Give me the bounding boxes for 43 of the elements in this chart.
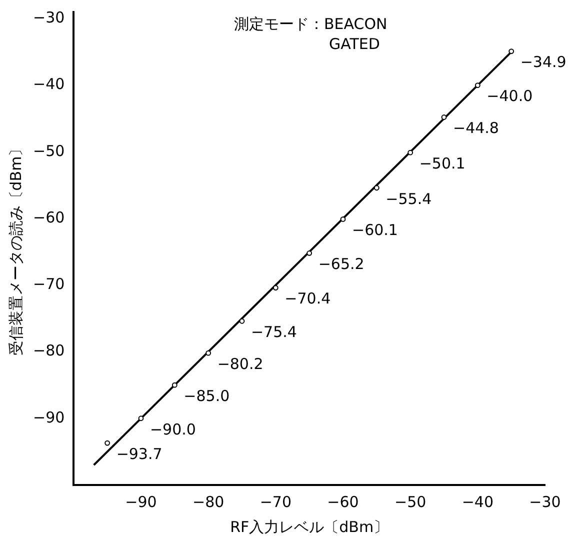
- point: [206, 350, 212, 356]
- data-label: −85.0: [184, 386, 230, 405]
- y-tick-label: −50: [33, 142, 65, 160]
- data-label: −44.8: [453, 119, 499, 138]
- data-label: −90.0: [150, 420, 196, 438]
- point: [340, 216, 346, 222]
- point: [408, 150, 414, 156]
- point: [272, 285, 278, 291]
- x-tick-label: −30: [529, 492, 561, 511]
- point: [239, 318, 245, 324]
- data-label: −75.4: [250, 323, 297, 342]
- point: [306, 250, 312, 256]
- data-label: −60.1: [352, 221, 398, 240]
- x-tick-label: −60: [327, 492, 359, 511]
- data-label: −55.4: [386, 190, 432, 208]
- x-tick-label: −40: [462, 492, 494, 511]
- annotation: 測定モード：BEACON GATED: [234, 14, 388, 54]
- point: [508, 48, 514, 54]
- data-label: −50.1: [419, 154, 466, 172]
- point: [172, 382, 178, 388]
- data-label: −93.7: [116, 444, 162, 463]
- x-axis-title: RF入力レベル〔dBm〕: [230, 518, 389, 536]
- point: [474, 82, 480, 88]
- data-label: −40.0: [486, 87, 533, 106]
- data-label: −70.4: [284, 290, 331, 308]
- y-axis-title: 受信装置メータの読み〔dBm〕: [6, 141, 25, 356]
- point: [374, 185, 380, 191]
- y-tick-label: −90: [33, 408, 65, 426]
- point: [441, 114, 447, 120]
- data-label: −34.9: [520, 53, 566, 72]
- x-tick-label: −80: [192, 492, 224, 511]
- point: [104, 440, 110, 446]
- x-tick-label: −50: [394, 492, 426, 511]
- y-tick-label: −70: [33, 275, 65, 294]
- y-tick-label: −60: [33, 208, 65, 226]
- data-label: −80.2: [217, 354, 264, 373]
- x-tick-label: −70: [260, 492, 292, 511]
- y-tick-label: −40: [33, 75, 65, 94]
- data-label: −65.2: [318, 255, 364, 274]
- y-tick-label: −80: [33, 342, 65, 360]
- x-tick-label: −90: [125, 492, 157, 511]
- point: [138, 416, 144, 422]
- y-tick-label: −30: [33, 8, 65, 27]
